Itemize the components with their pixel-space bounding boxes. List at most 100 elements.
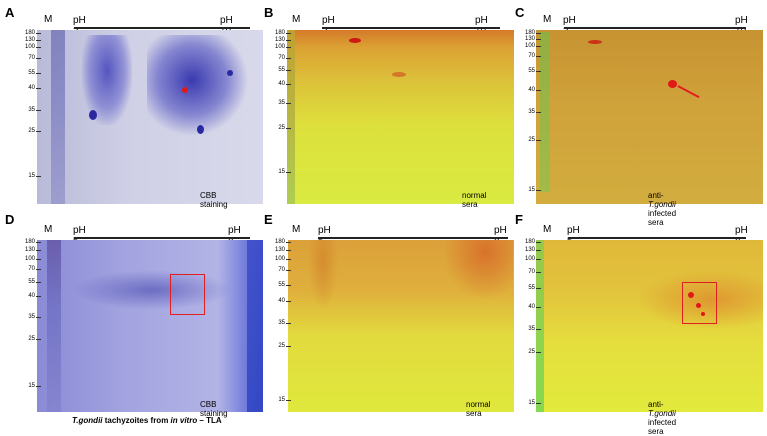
mw-tick-label: 15 (28, 173, 35, 179)
mw-tick (536, 33, 541, 34)
mw-tick-label: 70 (528, 269, 535, 275)
mw-tick (536, 259, 541, 260)
mw-tick-label: 180 (274, 30, 285, 36)
mw-tick-label: 130 (524, 247, 535, 253)
mw-tick-label: 40 (28, 85, 35, 91)
mw-tick-label: 35 (528, 109, 535, 115)
mw-tick (36, 269, 41, 270)
mw-tick-label: 130 (524, 36, 535, 42)
panel-label: D (5, 212, 15, 227)
panel-label: E (264, 212, 273, 227)
ph-gradient-line (322, 27, 500, 29)
mw-tick-label: 35 (28, 314, 35, 320)
mw-tick (36, 296, 41, 297)
mw-tick (536, 46, 541, 47)
mw-tick (286, 259, 291, 260)
mw-tick (286, 128, 291, 129)
panel-caption: normal sera (462, 191, 487, 209)
mw-tick-label: 100 (24, 44, 35, 50)
marker-label: M (44, 224, 53, 235)
figure-bottom-caption: T.gondii tachyzoites from in vitro – TLA (72, 416, 222, 425)
mw-tick (536, 288, 541, 289)
mw-tick (286, 400, 291, 401)
mw-tick (536, 307, 541, 308)
mw-tick (536, 329, 541, 330)
ph-gradient-line (568, 237, 746, 239)
mw-tick (36, 250, 41, 251)
mw-tick-label: 35 (278, 320, 285, 326)
mw-tick-label: 70 (28, 55, 35, 61)
mw-tick (286, 346, 291, 347)
mw-tick-label: 180 (274, 239, 285, 245)
mw-tick (536, 140, 541, 141)
mw-tick (286, 70, 291, 71)
mw-tick-label: 15 (528, 187, 535, 193)
mw-tick (536, 56, 541, 57)
red-marker-spot (668, 80, 677, 88)
gel-image (37, 30, 263, 204)
mw-tick-label: 40 (278, 81, 285, 87)
mw-tick (286, 58, 291, 59)
mw-tick-label: 70 (28, 266, 35, 272)
mw-tick-label: 40 (28, 293, 35, 299)
mw-tick (36, 386, 41, 387)
blot-image (288, 240, 514, 412)
mw-tick (536, 112, 541, 113)
mw-tick-label: 40 (528, 304, 535, 310)
marker-label: M (543, 14, 552, 25)
panel-caption: anti-T.gondii infected sera (648, 400, 677, 436)
mw-tick-label: 55 (28, 279, 35, 285)
blot-image (287, 30, 514, 204)
mw-tick-label: 100 (524, 256, 535, 262)
mw-tick-label: 15 (278, 397, 285, 403)
mw-tick-label: 55 (278, 282, 285, 288)
mw-tick-label: 55 (528, 285, 535, 291)
mw-tick-label: 180 (24, 239, 35, 245)
mw-tick-label: 35 (28, 107, 35, 113)
mw-tick (286, 301, 291, 302)
mw-tick (36, 58, 41, 59)
mw-tick (536, 39, 541, 40)
mw-tick-label: 130 (24, 247, 35, 253)
mw-tick (536, 242, 541, 243)
mw-tick-label: 40 (278, 298, 285, 304)
mw-tick (36, 339, 41, 340)
mw-tick-label: 130 (274, 247, 285, 253)
mw-tick-label: 25 (278, 125, 285, 131)
mw-tick (36, 259, 41, 260)
mw-tick (286, 323, 291, 324)
mw-tick (36, 40, 41, 41)
mw-tick-label: 25 (28, 336, 35, 342)
mw-tick (36, 88, 41, 89)
highlight-box (170, 274, 205, 315)
mw-tick (286, 242, 291, 243)
mw-tick (536, 272, 541, 273)
mw-tick (286, 33, 291, 34)
mw-tick-label: 130 (274, 37, 285, 43)
mw-tick (36, 317, 41, 318)
mw-tick (286, 103, 291, 104)
ph-gradient-line (74, 237, 250, 239)
mw-tick (286, 40, 291, 41)
highlight-box (682, 282, 717, 324)
mw-tick-label: 100 (524, 43, 535, 49)
panel-caption: normal sera (466, 400, 491, 418)
mw-tick (286, 250, 291, 251)
gel-image (37, 240, 263, 412)
marker-label: M (292, 224, 301, 235)
mw-tick-label: 100 (274, 44, 285, 50)
mw-tick (536, 352, 541, 353)
mw-tick-label: 70 (278, 267, 285, 273)
mw-tick-label: 15 (278, 169, 285, 175)
mw-tick-label: 15 (528, 400, 535, 406)
mw-tick-label: 55 (28, 70, 35, 76)
mw-tick-label: 15 (28, 383, 35, 389)
panel-caption: CBB staining (200, 191, 228, 209)
mw-tick-label: 25 (28, 128, 35, 134)
marker-label: M (292, 14, 301, 25)
mw-tick (36, 242, 41, 243)
panel-label: C (515, 5, 525, 20)
ph-gradient-line (318, 237, 508, 239)
ph-gradient-line (74, 27, 250, 29)
mw-tick (286, 47, 291, 48)
